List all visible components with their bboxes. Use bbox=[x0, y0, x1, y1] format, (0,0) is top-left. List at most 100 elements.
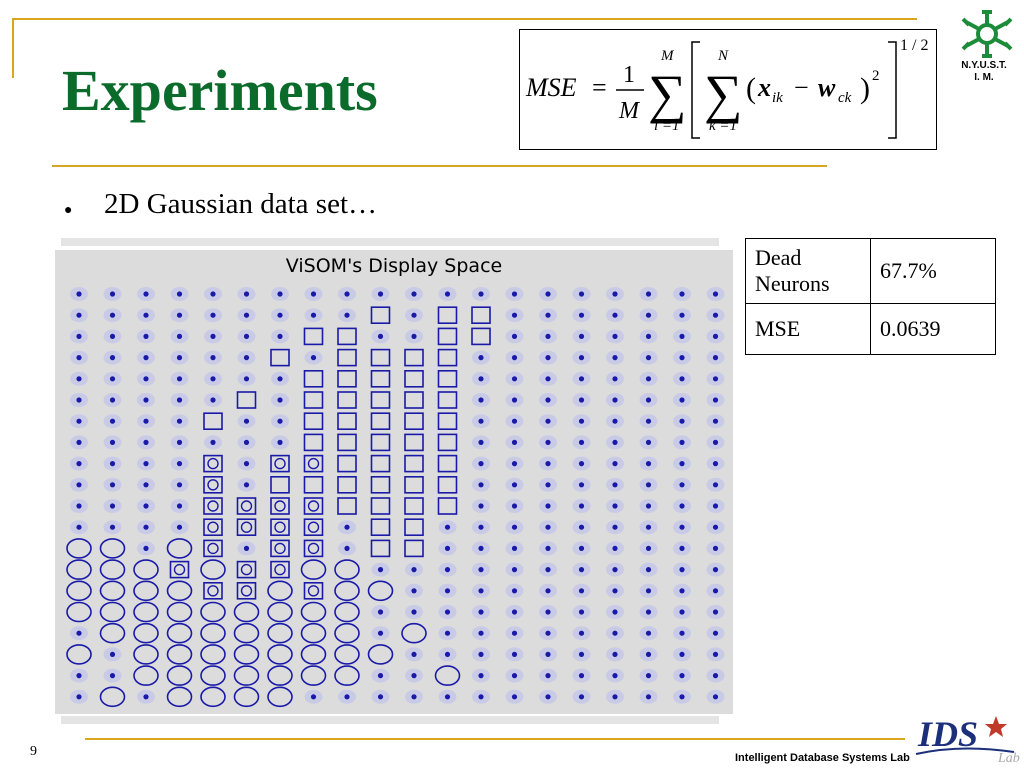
neuron-circle-marker bbox=[300, 559, 327, 580]
neuron-dot bbox=[712, 312, 719, 318]
neuron-circle-marker bbox=[99, 622, 126, 644]
neuron-circle-marker bbox=[334, 665, 360, 686]
neuron-dot bbox=[478, 355, 484, 361]
title-underline bbox=[52, 165, 827, 167]
neuron-square-marker bbox=[404, 348, 424, 367]
neuron-square-marker bbox=[370, 306, 391, 324]
neuron-dot bbox=[545, 545, 551, 551]
neuron-dot bbox=[645, 333, 652, 339]
neuron-circle-marker bbox=[367, 580, 394, 602]
neuron-dot bbox=[243, 482, 250, 488]
neuron-dot bbox=[645, 651, 652, 657]
neuron-dot bbox=[578, 291, 585, 297]
neuron-square-marker bbox=[303, 327, 324, 346]
neuron-dot bbox=[612, 376, 618, 382]
plot-background bbox=[55, 250, 733, 714]
outer-sum-bottom: i =1 bbox=[654, 118, 680, 134]
neuron-dot bbox=[109, 418, 116, 424]
neuron-square-marker bbox=[370, 370, 391, 388]
neuron-dot bbox=[76, 673, 82, 679]
neuron-dot bbox=[545, 312, 551, 318]
neuron-dot bbox=[712, 503, 719, 509]
neuron-dot bbox=[511, 312, 518, 318]
neuron-circle-marker bbox=[133, 559, 159, 580]
university-logo-icon bbox=[961, 10, 1013, 58]
neuron-dot bbox=[511, 609, 518, 615]
neuron-dot bbox=[679, 503, 685, 509]
neuron-circle-marker bbox=[200, 559, 226, 580]
neuron-square-marker bbox=[404, 433, 424, 452]
neuron-dot bbox=[277, 291, 283, 297]
neuron-dot bbox=[176, 355, 183, 361]
formula-equals: = bbox=[592, 73, 607, 102]
w-term: w bbox=[818, 73, 836, 102]
neuron-square-marker bbox=[437, 391, 458, 409]
neuron-dot bbox=[545, 609, 551, 615]
neuron-dot bbox=[578, 630, 585, 636]
neuron-dot bbox=[545, 291, 551, 297]
neuron-square-marker bbox=[437, 476, 458, 494]
neuron-dot bbox=[478, 461, 484, 467]
neuron-square-marker bbox=[270, 560, 290, 579]
neuron-dot bbox=[545, 482, 551, 488]
neuron-inner-circle-marker bbox=[274, 500, 286, 512]
neuron-dot bbox=[712, 397, 719, 403]
neuron-dot bbox=[411, 673, 417, 679]
neuron-dot bbox=[612, 694, 618, 700]
neuron-dot bbox=[176, 418, 183, 424]
w-subscript: ck bbox=[838, 90, 852, 106]
neuron-dot bbox=[578, 673, 585, 679]
neuron-circle-marker bbox=[166, 622, 193, 644]
neuron-dot bbox=[176, 397, 183, 403]
neuron-circle-marker bbox=[200, 644, 226, 665]
neuron-dot bbox=[712, 418, 719, 424]
neuron-dot bbox=[612, 567, 618, 573]
neuron-dot bbox=[176, 376, 183, 382]
neuron-square-marker bbox=[370, 391, 391, 409]
neuron-dot bbox=[377, 694, 384, 700]
neuron-circle-marker bbox=[233, 686, 260, 708]
neuron-square-marker bbox=[437, 412, 458, 430]
neuron-dot bbox=[310, 355, 317, 361]
mse-formula: MSE = 1 M M ∑ i =1 N ∑ k =1 ( x ik − w c… bbox=[519, 29, 937, 150]
neuron-circle-marker bbox=[133, 622, 159, 644]
logo-text-line1: N.Y.U.S.T. bbox=[961, 60, 1007, 71]
footer-lab-name: Intelligent Database Systems Lab bbox=[735, 752, 910, 764]
neuron-dot bbox=[411, 291, 417, 297]
neuron-dot bbox=[377, 609, 384, 615]
neuron-dot bbox=[277, 312, 283, 318]
neuron-square-marker bbox=[337, 476, 357, 494]
bullet-dot: ● bbox=[64, 203, 73, 218]
neuron-dot bbox=[243, 439, 250, 445]
neuron-dot bbox=[511, 439, 518, 445]
neuron-dot bbox=[143, 376, 149, 382]
neuron-dot bbox=[478, 524, 484, 530]
neuron-dot bbox=[712, 651, 719, 657]
neuron-dot bbox=[612, 397, 618, 403]
neuron-dot bbox=[511, 418, 518, 424]
neuron-square-marker bbox=[303, 433, 324, 452]
neuron-dot bbox=[679, 588, 685, 594]
neuron-inner-circle-marker bbox=[307, 542, 320, 555]
bottom-rule bbox=[85, 738, 905, 740]
neuron-dot bbox=[679, 376, 685, 382]
neuron-square-marker bbox=[203, 412, 223, 430]
neuron-dot bbox=[76, 482, 82, 488]
neuron-dot bbox=[612, 461, 618, 467]
neuron-dot bbox=[444, 588, 451, 594]
neuron-dot bbox=[377, 673, 384, 679]
neuron-dot bbox=[243, 355, 250, 361]
neuron-dot bbox=[645, 545, 652, 551]
neuron-square-marker bbox=[404, 518, 424, 537]
neuron-dot bbox=[310, 694, 317, 700]
neuron-dot bbox=[511, 524, 518, 530]
neuron-dot bbox=[277, 439, 283, 445]
neuron-dot bbox=[109, 524, 116, 530]
x-subscript: ik bbox=[772, 90, 783, 106]
neuron-dot bbox=[712, 588, 719, 594]
neuron-dot bbox=[511, 588, 518, 594]
neuron-circle-marker bbox=[334, 559, 360, 580]
neuron-dot bbox=[511, 461, 518, 467]
neuron-square-marker bbox=[337, 391, 357, 409]
dead-neurons-value: 67.7% bbox=[870, 238, 996, 304]
